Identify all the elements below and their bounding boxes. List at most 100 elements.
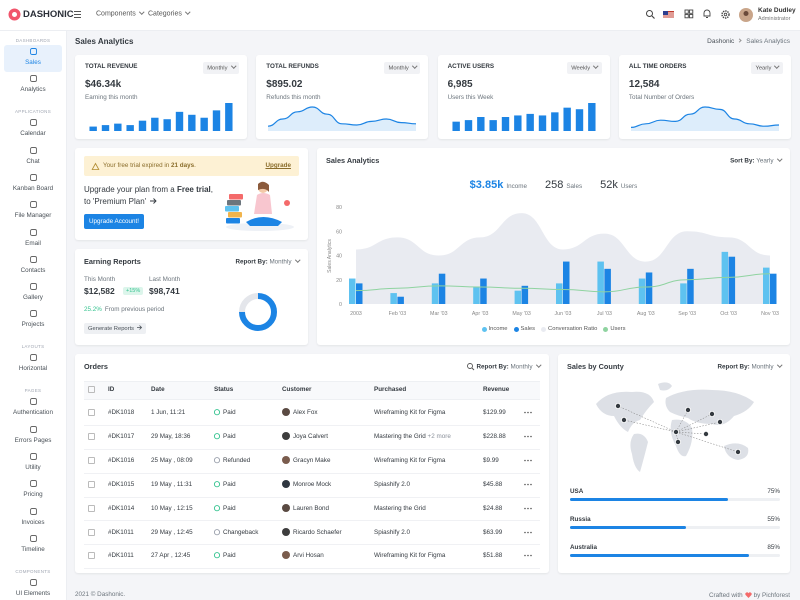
sidebar-item[interactable]: UI Elements — [4, 576, 62, 600]
checkbox[interactable] — [88, 480, 95, 488]
status-icon — [213, 504, 221, 511]
report-select[interactable]: Report By: Monthly — [236, 257, 300, 266]
period-select[interactable]: Weekly — [567, 62, 602, 74]
order-id: #DK1014 — [108, 504, 135, 512]
sidebar-item[interactable]: Projects — [4, 307, 62, 334]
legend-item[interactable]: Conversation Ratio — [541, 326, 597, 332]
illustration-shape — [228, 212, 242, 218]
sidebar-item[interactable]: Calendar — [4, 116, 62, 143]
sidebar-item[interactable]: Authentication — [4, 395, 62, 422]
period-select[interactable]: Monthly — [384, 62, 421, 74]
report-value: Monthly — [751, 363, 774, 371]
stat: 52k Users — [600, 175, 637, 193]
sidebar-item[interactable]: Sales — [4, 45, 62, 72]
sidebar-item[interactable]: Email — [4, 226, 62, 253]
checkbox[interactable] — [88, 456, 95, 464]
donut-segment — [239, 293, 277, 331]
icon-shape — [29, 146, 37, 154]
promo-text: Upgrade your plan from a Free trial, — [84, 185, 213, 194]
stat-label: Income — [506, 183, 527, 190]
report-select[interactable]: Report By: Monthly — [477, 362, 541, 371]
checkbox[interactable] — [88, 409, 95, 416]
continent — [670, 419, 693, 457]
sidebar-item[interactable]: Chat — [4, 144, 62, 171]
stat-card: TOTAL REFUNDS Monthly $895.02 Refunds this … — [256, 55, 429, 139]
x-tick-label: Mar '03 — [430, 311, 448, 317]
route — [675, 431, 707, 435]
x-tick-label: Oct '03 — [720, 311, 737, 317]
checkbox[interactable] — [88, 528, 95, 536]
stat-value: $895.02 — [266, 79, 303, 90]
icon — [29, 398, 37, 406]
bar — [721, 251, 729, 304]
sidebar-item[interactable]: Utility — [4, 450, 62, 477]
checkbox[interactable] — [88, 552, 95, 560]
legend-item[interactable]: Users — [603, 326, 625, 332]
legend-swatch — [603, 326, 609, 332]
sidebar-item[interactable]: Invoices — [4, 505, 62, 532]
sidebar-item[interactable]: File Manager — [4, 198, 62, 225]
map-marker — [621, 417, 628, 424]
nav-menu[interactable]: Categories — [148, 9, 191, 18]
avatar-shape — [282, 431, 290, 440]
stat-value: 258 — [544, 179, 564, 191]
table-row — [84, 521, 540, 546]
legend-item[interactable]: Income — [481, 326, 508, 332]
checkbox[interactable] — [88, 386, 95, 393]
stat-caption: Total Number of Orders — [628, 94, 695, 101]
upgrade-button[interactable]: Upgrade Account! — [84, 214, 145, 229]
period-select[interactable]: Yearly — [751, 62, 783, 74]
breadcrumb-item[interactable]: Dashonic — [707, 38, 735, 45]
bar — [728, 256, 736, 304]
bar — [556, 283, 563, 304]
checkbox[interactable] — [88, 432, 95, 440]
row-menu[interactable] — [524, 554, 532, 557]
report-label: Report By: — [717, 363, 750, 371]
map-marker — [716, 419, 723, 426]
row-menu[interactable] — [524, 483, 532, 486]
row-menu[interactable] — [524, 507, 532, 510]
mini-bar — [225, 103, 233, 131]
page-title: Sales Analytics — [75, 37, 134, 46]
sidebar-item[interactable]: Horizontal — [4, 351, 62, 378]
sidebar-item[interactable]: Analytics — [4, 72, 62, 99]
column-header: ID — [108, 386, 115, 393]
icon-shape — [29, 310, 37, 318]
purchased-item: Mastering the Grid — [374, 504, 426, 512]
row-menu[interactable] — [524, 459, 532, 462]
legend-item[interactable]: Sales — [513, 326, 535, 332]
sidebar-item[interactable]: Contacts — [4, 253, 62, 280]
sidebar-item[interactable]: Timeline — [4, 532, 62, 559]
card-title: Earning Reports — [84, 257, 141, 266]
illustration-shape — [225, 206, 239, 212]
sidebar-item[interactable]: Pricing — [4, 477, 62, 504]
bar — [349, 278, 356, 304]
revenue: $63.99 — [483, 528, 503, 536]
generate-button[interactable]: Generate Reports — [84, 323, 147, 334]
sidebar-item[interactable]: Errors Pages — [4, 423, 62, 450]
checkbox[interactable] — [88, 504, 95, 512]
sidebar-item[interactable]: Gallery — [4, 280, 62, 307]
sort-select[interactable]: Sort By: Yearly — [730, 156, 782, 165]
icon-shape — [29, 507, 37, 515]
row-menu[interactable] — [524, 411, 532, 414]
row-menu[interactable] — [524, 531, 532, 534]
country-name: USA — [570, 488, 584, 495]
customer-name: Joya Calvert — [293, 432, 328, 440]
chevron — [185, 9, 191, 15]
icon — [29, 228, 37, 236]
nav-menu[interactable]: Components — [96, 9, 144, 18]
mini-bar — [563, 107, 571, 131]
purchased-item: Wireframing Kit for Figma — [374, 552, 446, 560]
report-select[interactable]: Report By: Monthly — [717, 362, 782, 371]
arrow-icon — [150, 198, 157, 204]
upgrade-link[interactable]: Upgrade — [265, 162, 291, 169]
sidebar-item[interactable]: Kanban Board — [4, 171, 62, 198]
icon — [29, 310, 37, 318]
period-select[interactable]: Monthly — [203, 62, 239, 74]
purchased-item: Mastering the Grid — [374, 432, 426, 440]
x-tick-label: Apr '03 — [472, 311, 489, 317]
column-header: Date — [151, 386, 165, 393]
row-menu[interactable] — [524, 435, 532, 438]
progress-bar — [570, 554, 749, 557]
